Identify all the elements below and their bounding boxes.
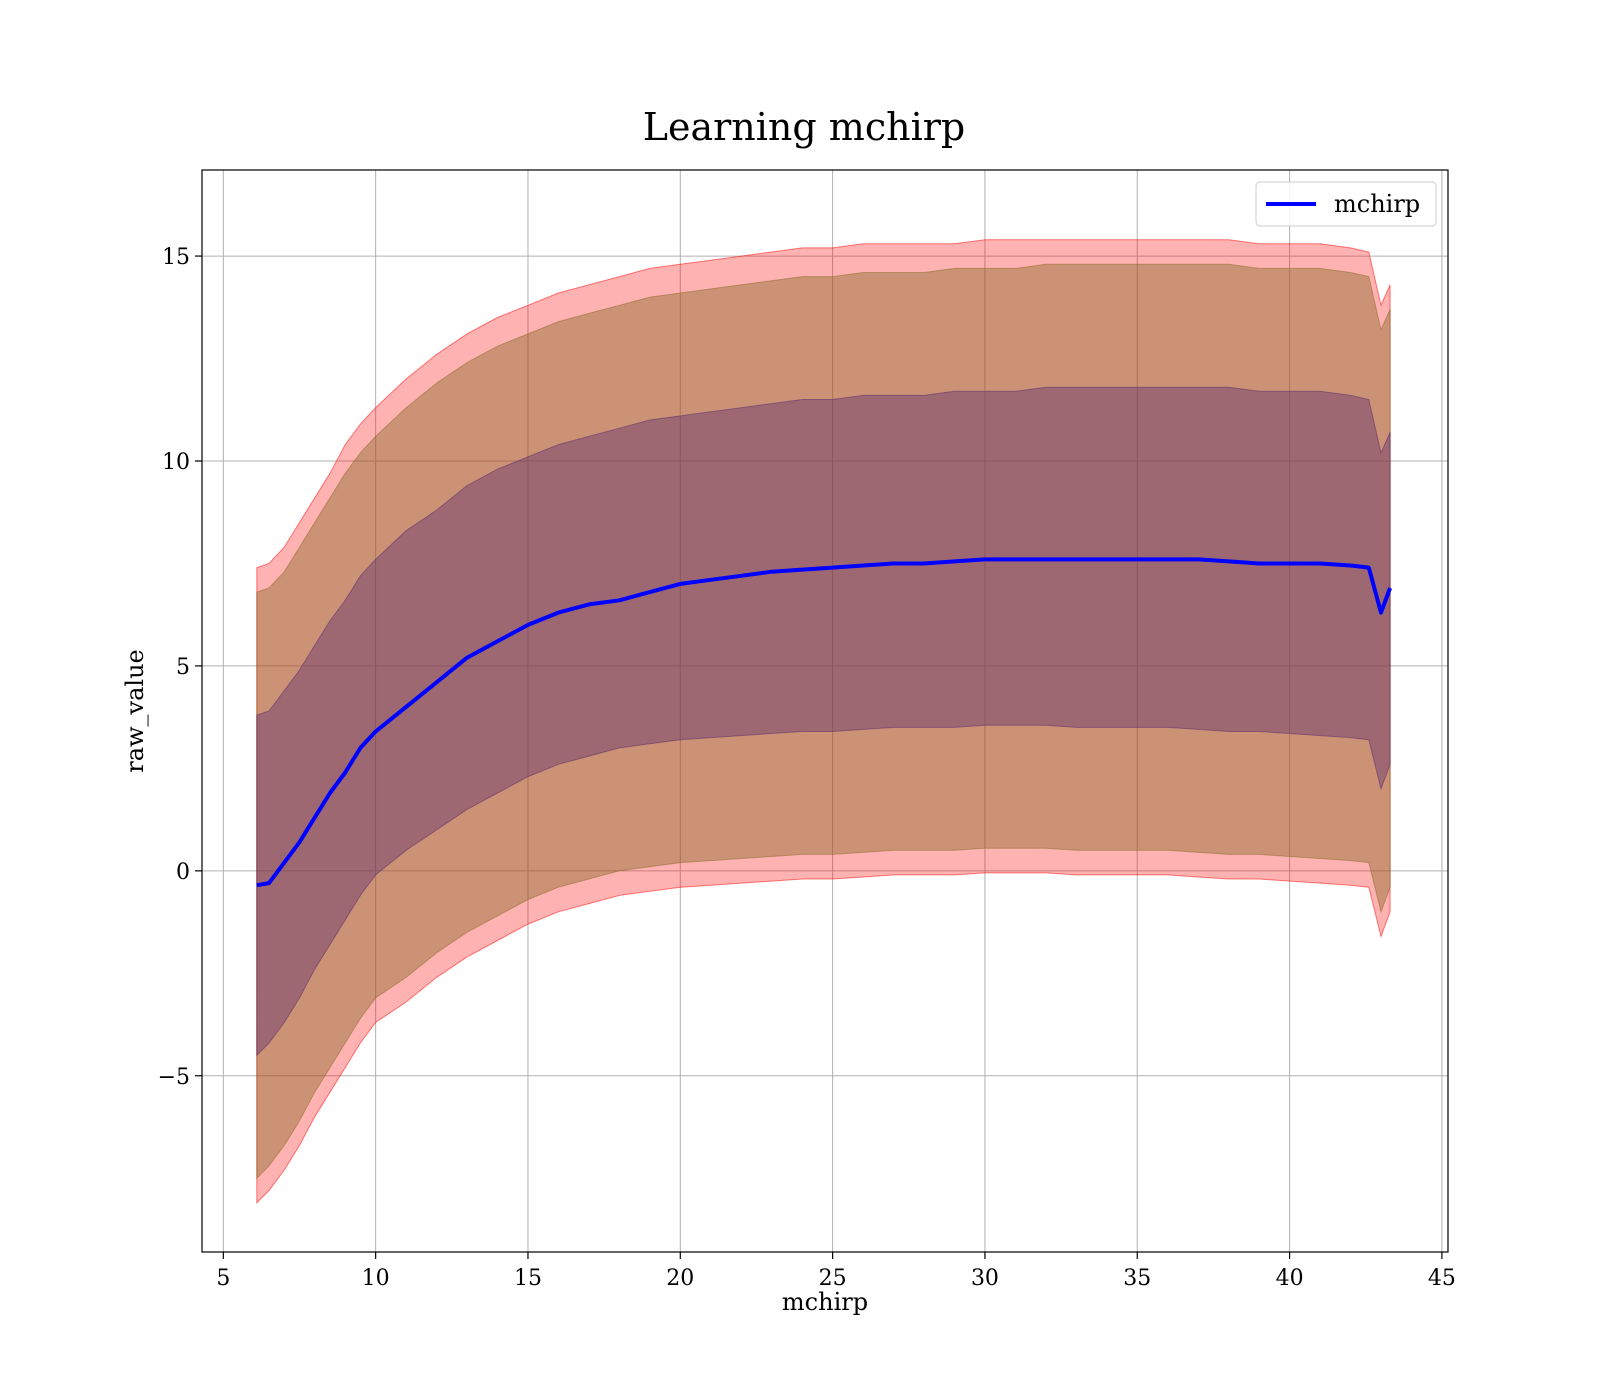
y-axis-ticks: −5 0 5 10 15 [158, 245, 202, 1090]
y-tick-label: 15 [162, 245, 190, 270]
x-tick-label: 5 [216, 1266, 230, 1291]
x-tick-label: 30 [971, 1266, 999, 1291]
plot-frame [201, 169, 1449, 1253]
y-axis-label: raw_value [121, 649, 149, 773]
legend-label-mchirp: mchirp [1334, 190, 1420, 218]
confidence-band [256, 239, 1391, 1205]
chart-title: Learning mchirp [643, 105, 965, 149]
legend-box [1255, 181, 1437, 227]
y-tick-label: 0 [176, 860, 190, 885]
y-tick-label: −5 [158, 1065, 190, 1090]
confidence-band [256, 386, 1391, 1057]
y-tick-label: 10 [162, 450, 190, 475]
grid-lines [202, 170, 1448, 1252]
y-tick-label: 5 [176, 655, 190, 680]
x-tick-label: 15 [514, 1266, 542, 1291]
x-tick-label: 10 [362, 1266, 390, 1291]
x-tick-label: 45 [1428, 1266, 1456, 1291]
confidence-bands [256, 239, 1391, 1205]
x-tick-label: 20 [666, 1266, 694, 1291]
x-axis-ticks: 5 10 15 20 25 30 35 40 45 [216, 1252, 1456, 1291]
x-tick-label: 25 [819, 1266, 847, 1291]
x-axis-label: mchirp [782, 1288, 868, 1316]
confidence-band [256, 263, 1391, 1180]
x-tick-label: 40 [1276, 1266, 1304, 1291]
series-line-mchirp [256, 557, 1392, 888]
legend: mchirp [1255, 181, 1437, 227]
series-lines [256, 557, 1392, 888]
x-tick-label: 35 [1123, 1266, 1151, 1291]
